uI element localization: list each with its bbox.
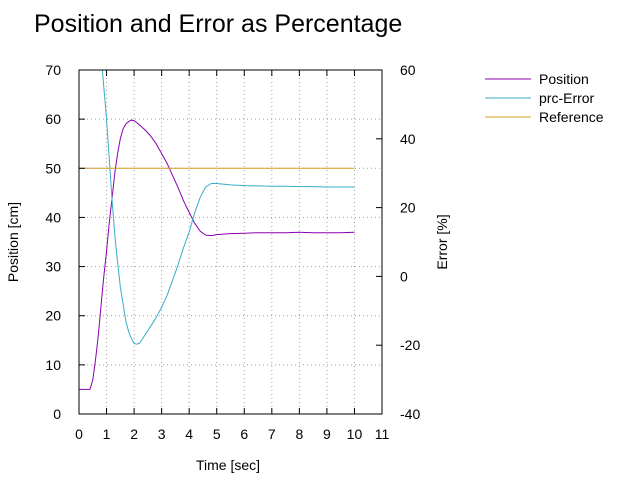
x-tick-label: 5 (213, 426, 221, 442)
legend-label: Position (539, 71, 589, 87)
x-tick-label: 4 (185, 426, 193, 442)
chart-title: Position and Error as Percentage (34, 10, 402, 38)
x-tick-label: 9 (323, 426, 331, 442)
x-tick-label: 7 (268, 426, 276, 442)
x-tick-label: 3 (158, 426, 166, 442)
y2-tick-label: -20 (400, 337, 420, 353)
y-tick-label: 60 (45, 111, 61, 127)
series-layer (79, 69, 355, 390)
y-tick-label: 20 (45, 308, 61, 324)
y2-tick-label: 40 (400, 131, 416, 147)
y2-tick-label: 0 (400, 268, 408, 284)
y-tick-label: 50 (45, 160, 61, 176)
y2-tick-labels: -40 -20 0 20 40 60 (400, 62, 420, 422)
x-tick-label: 0 (75, 426, 83, 442)
x-tick-labels: 0 1 2 3 4 5 6 7 8 9 10 11 (75, 426, 389, 442)
y-tick-label: 30 (45, 259, 61, 275)
x-tick-label: 8 (295, 426, 303, 442)
x-tick-label: 1 (103, 426, 111, 442)
x-tick-label: 11 (375, 426, 390, 442)
y2-tick-label: -40 (400, 406, 420, 422)
y2-axis-label: Error [%] (434, 214, 450, 269)
grid (79, 70, 382, 414)
y-tick-label: 0 (53, 406, 61, 422)
x-tick-label: 10 (347, 426, 363, 442)
y2-tick-label: 20 (400, 200, 416, 216)
tick-marks (78, 69, 383, 415)
y-tick-label: 70 (45, 62, 61, 78)
legend-label: prc-Error (539, 90, 595, 106)
x-tick-label: 2 (130, 426, 138, 442)
y2-tick-label: 60 (400, 62, 416, 78)
y-tick-labels: 0 10 20 30 40 50 60 70 (45, 62, 61, 422)
y-axis-label: Position [cm] (5, 202, 21, 282)
plot-frame (78, 69, 383, 415)
legend-label: Reference (539, 109, 604, 125)
x-axis-label: Time [sec] (196, 457, 260, 473)
x-tick-label: 6 (240, 426, 248, 442)
legend: Position prc-Error Reference (485, 71, 604, 125)
series-line-prc-error (101, 69, 355, 345)
series-line-position (79, 119, 355, 390)
y-tick-label: 40 (45, 209, 61, 225)
y-tick-label: 10 (45, 357, 61, 373)
